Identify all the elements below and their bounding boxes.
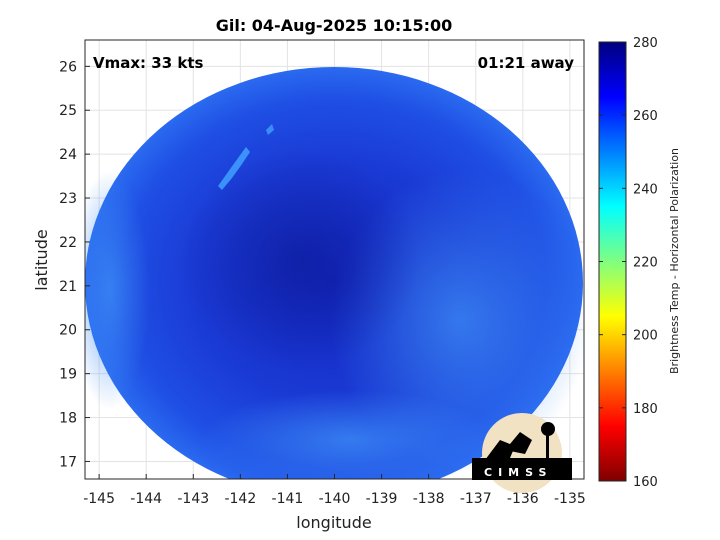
x-tick-label: -143 — [177, 491, 209, 507]
x-axis-label: longitude — [296, 513, 371, 532]
colorbar-tick-label: 260 — [633, 109, 658, 124]
x-tick-label: -137 — [460, 491, 492, 507]
x-tick-label: -140 — [319, 491, 351, 507]
logo-tower-icon — [546, 432, 549, 460]
x-tick-label: -145 — [83, 491, 115, 507]
y-tick-label: 18 — [59, 411, 77, 427]
chart-title: Gil: 04-Aug-2025 10:15:00 — [216, 16, 453, 35]
swath-light-region-west — [85, 170, 150, 410]
plot-area: -145 -144 -143 -142 -141 -140 -139 -138 -137 -136… — [59, 39, 586, 507]
y-tick-label: 19 — [59, 367, 77, 383]
colorbar-tick-label: 220 — [633, 256, 658, 271]
logo-dish-icon-2 — [505, 432, 532, 454]
colorbar-label: Brightness Temp - Horizontal Polarizatio… — [668, 148, 681, 374]
colorbar-tick-label: 280 — [633, 36, 658, 51]
y-tick-label: 20 — [59, 323, 77, 339]
swath-light-speck — [266, 124, 274, 135]
x-tick-label: -135 — [554, 491, 586, 507]
cimss-logo: CIMSS — [472, 413, 572, 493]
logo-wordmark: CIMSS — [484, 466, 552, 479]
x-tick-label: -139 — [366, 491, 398, 507]
swath-light-region-south — [200, 390, 500, 479]
x-tick-label: -136 — [507, 491, 539, 507]
colorbar-tick-label: 180 — [633, 402, 658, 417]
y-tick-label: 23 — [59, 191, 77, 207]
colorbar-ticks: 160 180 200 220 240 260 280 — [599, 36, 658, 490]
y-tick-label: 24 — [59, 147, 77, 163]
axis-ticks: -145 -144 -143 -142 -141 -140 -139 -138 -137 -136… — [59, 59, 586, 507]
colorbar-tick-label: 240 — [633, 182, 658, 197]
y-tick-label: 17 — [59, 454, 77, 470]
y-axis-label: latitude — [32, 229, 51, 290]
y-tick-label: 25 — [59, 103, 77, 119]
x-tick-label: -141 — [272, 491, 304, 507]
logo-dish-icon — [485, 440, 515, 460]
time-away-annotation: 01:21 away — [478, 54, 575, 72]
logo-hill — [472, 458, 572, 480]
swath-light-streak — [218, 147, 250, 190]
vmax-annotation: Vmax: 33 kts — [93, 54, 203, 72]
x-tick-label: -142 — [224, 491, 256, 507]
y-tick-label: 26 — [59, 59, 77, 75]
colorbar-tick-label: 200 — [633, 329, 658, 344]
swath-image — [85, 67, 584, 479]
x-tick-label: -138 — [413, 491, 445, 507]
colorbar-gradient — [598, 41, 627, 482]
swath-dark-core — [180, 150, 420, 370]
x-tick-label: -144 — [130, 491, 162, 507]
y-tick-label: 21 — [59, 279, 77, 295]
colorbar: 160 180 200 220 240 260 280 Brightness Temp - … — [598, 36, 681, 490]
y-tick-label: 22 — [59, 235, 77, 251]
colorbar-tick-label: 160 — [633, 475, 658, 490]
logo-tower-top — [541, 422, 555, 436]
